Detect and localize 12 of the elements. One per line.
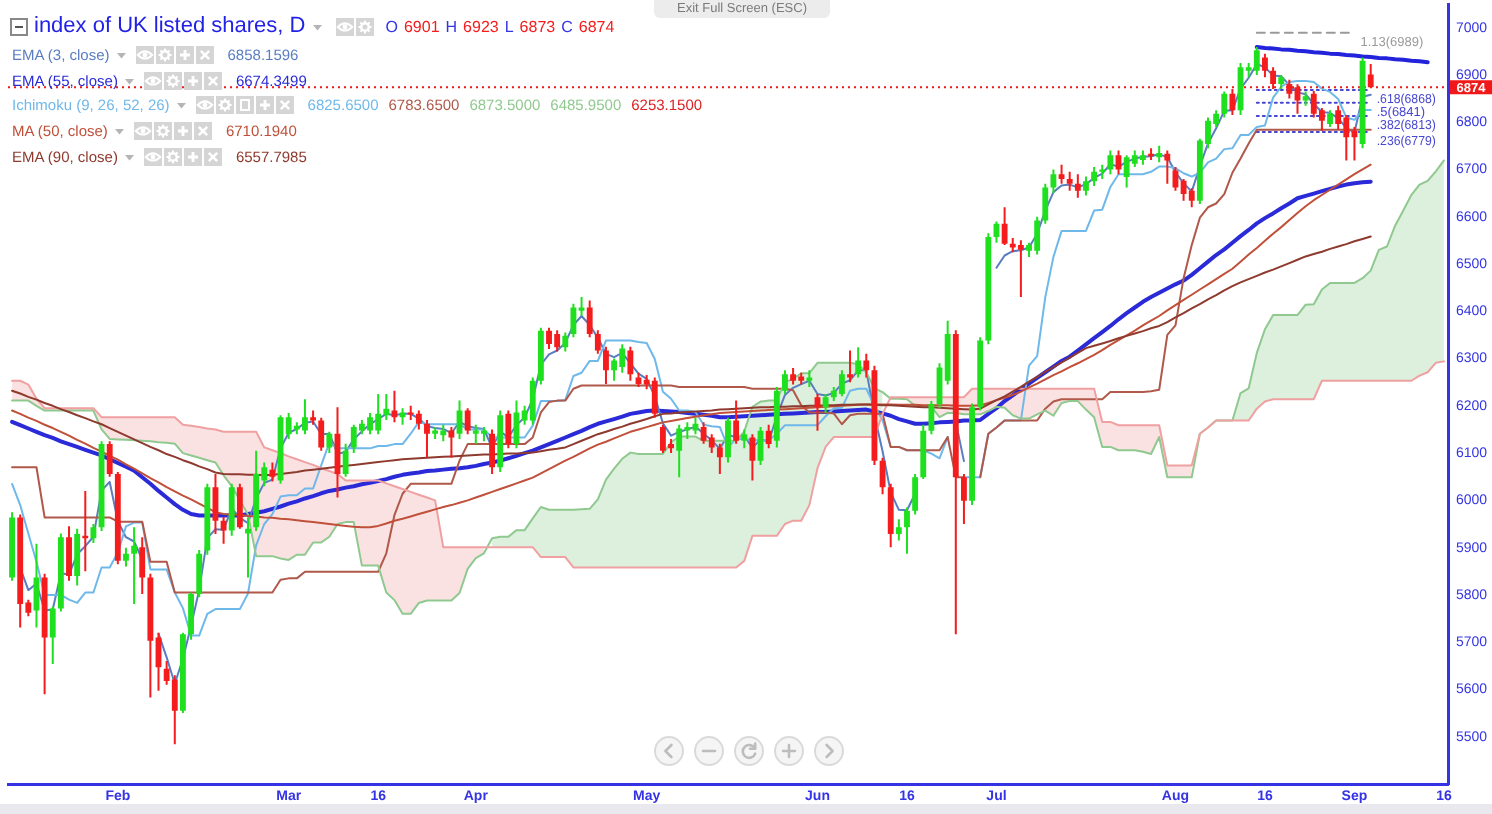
annotation: O 6901 H 6923 L 6873 C 6874 <box>385 17 615 37</box>
candlestick <box>82 490 89 572</box>
candlestick <box>806 370 813 387</box>
candlestick <box>245 517 251 578</box>
candlestick <box>407 405 414 420</box>
text: index of UK listed shares, D <box>34 14 306 40</box>
candlestick <box>432 427 439 439</box>
candlestick <box>131 527 138 604</box>
candlestick <box>481 427 487 442</box>
candlestick <box>1099 164 1106 179</box>
candlestick <box>1017 240 1024 298</box>
candlestick <box>472 424 479 444</box>
